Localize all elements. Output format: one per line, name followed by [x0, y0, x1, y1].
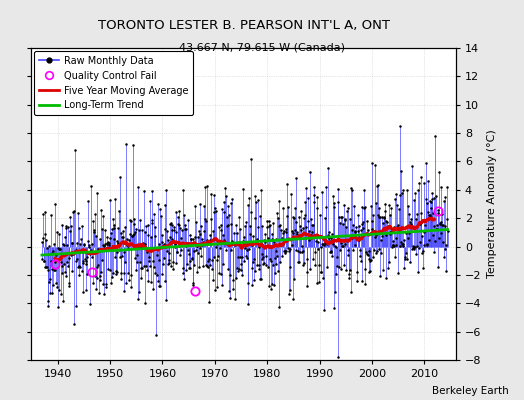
Text: Berkeley Earth: Berkeley Earth — [432, 386, 508, 396]
Title: TORONTO LESTER B. PEARSON INT'L A, ONT: TORONTO LESTER B. PEARSON INT'L A, ONT — [97, 18, 390, 32]
Text: 43.667 N, 79.615 W (Canada): 43.667 N, 79.615 W (Canada) — [179, 42, 345, 52]
Legend: Raw Monthly Data, Quality Control Fail, Five Year Moving Average, Long-Term Tren: Raw Monthly Data, Quality Control Fail, … — [35, 51, 193, 115]
Y-axis label: Temperature Anomaly (°C): Temperature Anomaly (°C) — [487, 130, 497, 278]
